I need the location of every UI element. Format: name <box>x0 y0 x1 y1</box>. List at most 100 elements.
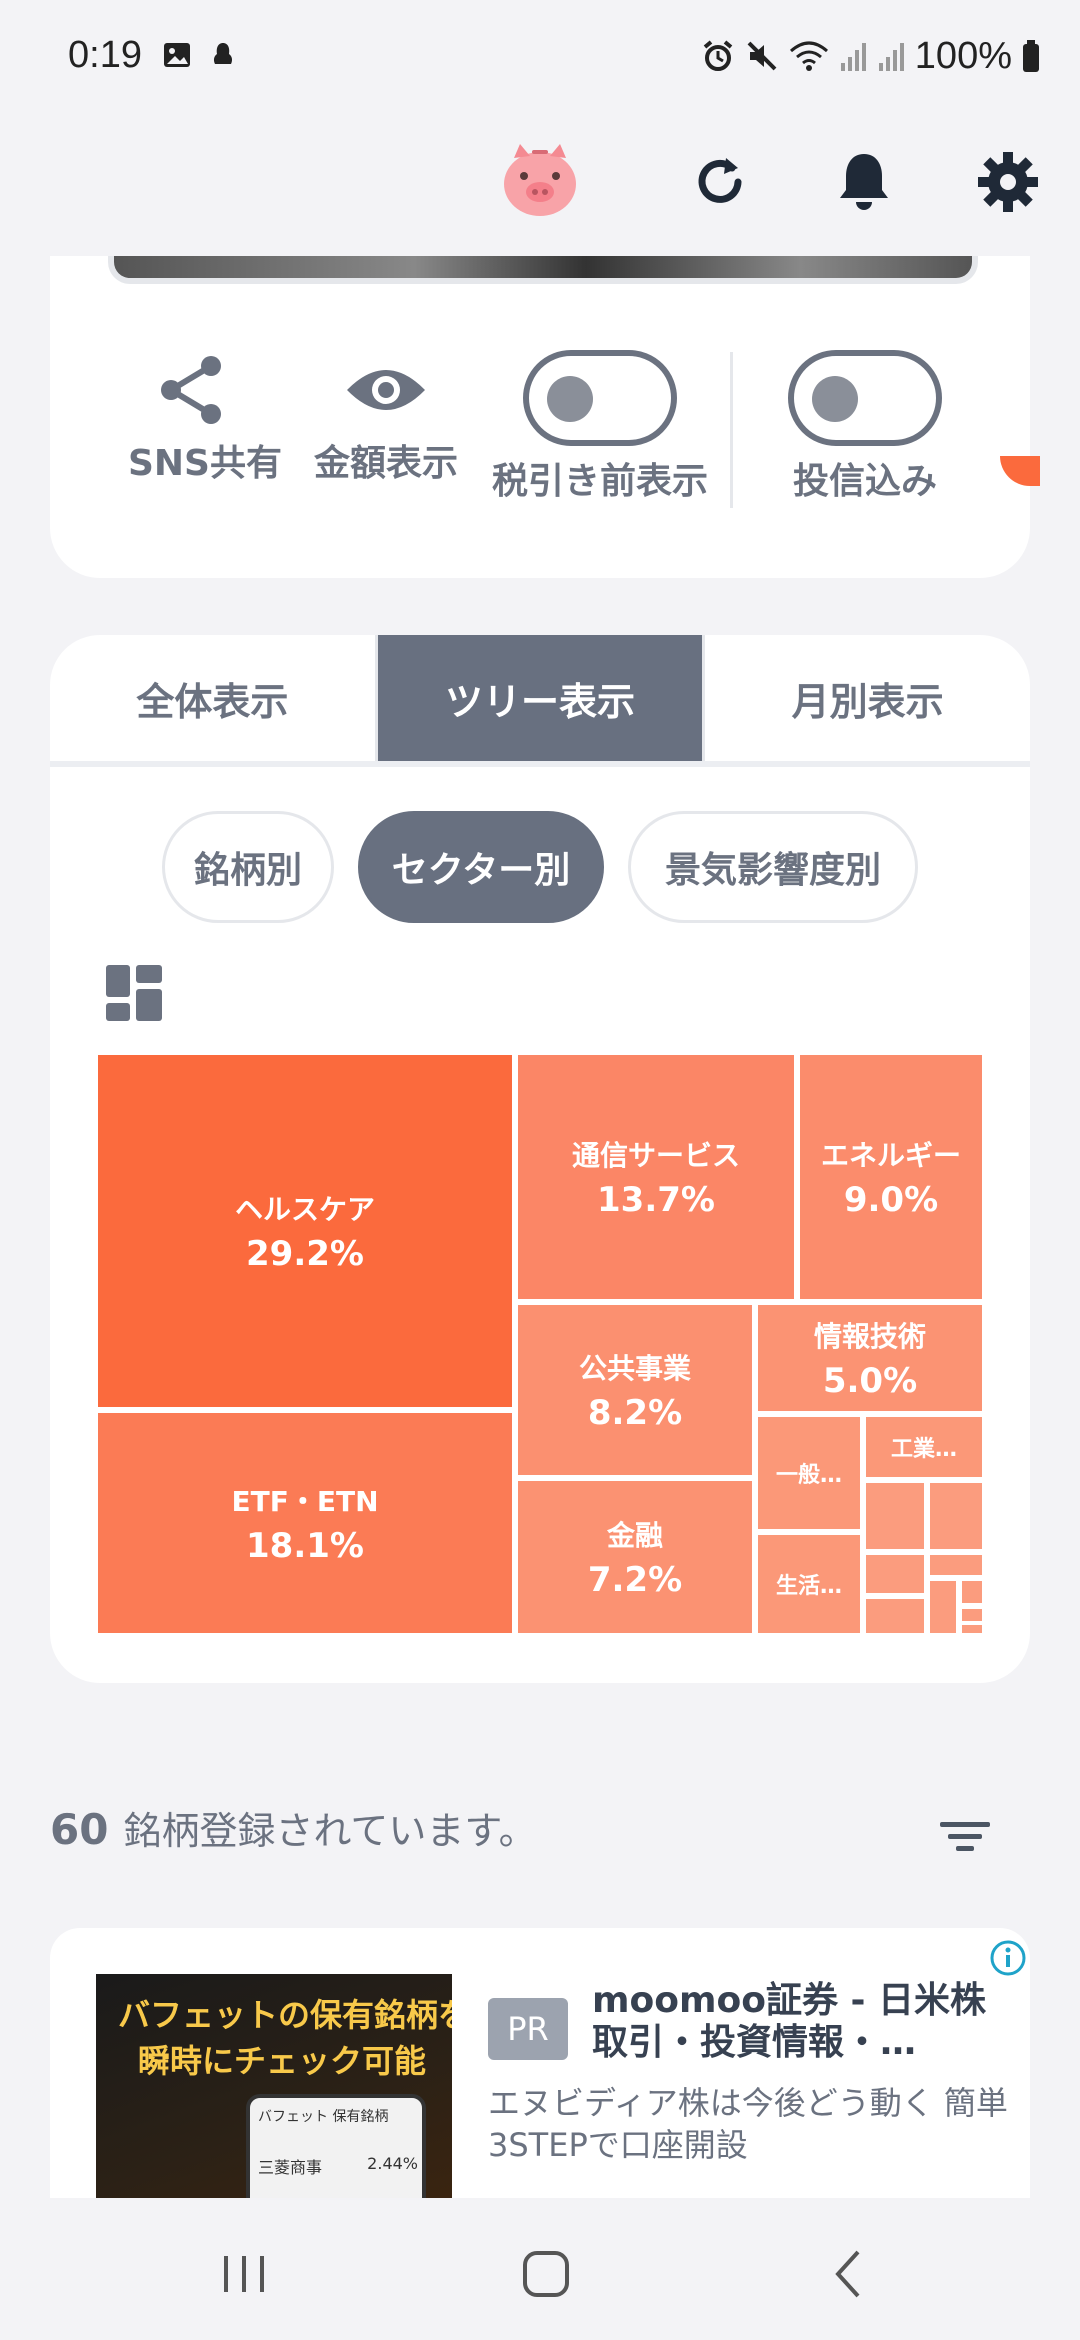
sort-filter-button[interactable] <box>930 1800 1000 1870</box>
treemap-cell[interactable]: 生活… <box>758 1535 860 1633</box>
corner-accent <box>1000 456 1040 486</box>
cell-name: 工業… <box>890 1437 957 1462</box>
battery-icon <box>1023 40 1039 72</box>
cell-name: エネルギー <box>820 1139 961 1172</box>
piggy-bank-icon <box>504 144 576 216</box>
notifications-button[interactable] <box>824 142 904 222</box>
sns-share-label: SNS共有 <box>128 443 282 484</box>
signal-icon <box>840 43 866 71</box>
recents-button[interactable] <box>204 2234 284 2314</box>
recents-icon <box>224 2256 264 2292</box>
toggle-knob <box>547 376 593 422</box>
treemap-cell[interactable]: 通信サービス 13.7% <box>518 1055 794 1299</box>
treemap-cell-small[interactable] <box>930 1555 982 1575</box>
tab-tree[interactable]: ツリー表示 <box>374 635 703 761</box>
pill-by-stock[interactable]: 銘柄別 <box>162 811 334 923</box>
ad-phone-stock: 三菱商事 <box>258 2158 323 2177</box>
home-icon <box>523 2251 569 2297</box>
treemap-cell[interactable]: 情報技術 5.0% <box>758 1305 982 1411</box>
wifi-icon <box>789 41 828 71</box>
cell-name: 一般… <box>775 1463 842 1488</box>
treemap-cell-small[interactable] <box>962 1581 982 1603</box>
cell-percent: 7.2% <box>587 1560 683 1600</box>
signal-icon <box>878 43 904 71</box>
treemap-cell-small[interactable] <box>962 1625 982 1633</box>
gear-icon <box>978 152 1038 212</box>
treemap-cell[interactable]: ヘルスケア 29.2% <box>98 1055 512 1407</box>
ad-phone-title: バフェット 保有銘柄 <box>258 2109 389 2125</box>
back-button[interactable] <box>810 2234 890 2314</box>
alarm-icon <box>703 40 733 71</box>
cell-percent: 13.7% <box>597 1180 715 1220</box>
cell-percent: 18.1% <box>246 1526 364 1566</box>
treemap-cell[interactable]: ETF・ETN 18.1% <box>98 1413 512 1633</box>
holdings-count: 60 <box>50 1805 109 1854</box>
pill-by-economy[interactable]: 景気影響度別 <box>628 811 918 923</box>
treemap-cell-small[interactable] <box>962 1609 982 1621</box>
portfolio-card: 全体表示 ツリー表示 月別表示 銘柄別 セクター別 景気影響度別 ヘルスケア 2… <box>50 635 1030 1683</box>
view-tabs: 全体表示 ツリー表示 月別表示 <box>50 635 1030 767</box>
system-nav-bar <box>0 2198 1080 2340</box>
treemap-cell-small[interactable] <box>866 1483 924 1549</box>
gallery-icon <box>164 43 190 67</box>
treemap-cell-small[interactable] <box>930 1581 956 1633</box>
options-card: SNS共有 金額表示 税引き前表示 投信込み <box>50 200 1040 578</box>
treemap-cell[interactable]: 金融 7.2% <box>518 1481 752 1633</box>
holdings-count-text: 銘柄登録されています。 <box>123 1809 537 1853</box>
options-divider <box>730 352 733 508</box>
ad-image: バフェットの保有銘柄を 瞬時にチェック可能 バフェット 保有銘柄 三菱商事 2.… <box>96 1974 452 2198</box>
status-right: 100% <box>701 30 1040 82</box>
cell-name: ETF・ETN <box>231 1485 379 1518</box>
pre-tax-label: 税引き前表示 <box>491 461 708 502</box>
treemap-cell-small[interactable] <box>930 1483 982 1549</box>
tab-monthly[interactable]: 月別表示 <box>702 635 1030 761</box>
include-funds-toggle[interactable] <box>788 350 942 446</box>
treemap-cell[interactable]: エネルギー 9.0% <box>800 1055 982 1299</box>
cell-name: 公共事業 <box>578 1352 691 1385</box>
tab-overall[interactable]: 全体表示 <box>136 679 289 724</box>
include-funds-option[interactable]: 投信込み <box>780 350 950 504</box>
ad-banner[interactable]: バフェットの保有銘柄を 瞬時にチェック可能 バフェット 保有銘柄 三菱商事 2.… <box>50 1928 1030 2198</box>
back-icon <box>835 2250 860 2298</box>
treemap-cell[interactable]: 工業… <box>866 1417 982 1477</box>
cell-name: 生活… <box>775 1574 842 1599</box>
group-pills: 銘柄別 セクター別 景気影響度別 <box>50 811 1030 923</box>
cell-percent: 9.0% <box>843 1180 939 1220</box>
battery-percent: 100% <box>914 34 1012 77</box>
include-funds-label: 投信込み <box>792 461 937 502</box>
treemap-cell[interactable]: 公共事業 8.2% <box>518 1305 752 1475</box>
sns-share-option[interactable]: SNS共有 <box>128 350 282 486</box>
eye-icon <box>347 370 425 410</box>
cell-name: 金融 <box>606 1519 663 1552</box>
ad-phone-mockup: バフェット 保有銘柄 三菱商事 2.44% <box>246 2094 426 2198</box>
treemap-cell-small[interactable] <box>866 1599 924 1633</box>
ad-image-headline: バフェットの保有銘柄を <box>118 1996 452 2034</box>
pre-tax-option[interactable]: 税引き前表示 <box>480 350 720 504</box>
pill-by-sector[interactable]: セクター別 <box>358 811 604 923</box>
sector-treemap: ヘルスケア 29.2% ETF・ETN 18.1% 通信サービス 13.7% エ… <box>98 1055 982 1633</box>
cell-percent: 29.2% <box>246 1234 364 1274</box>
ad-title[interactable]: moomoo証券 - 日米株取引・投資情報・… <box>592 1980 986 2063</box>
pre-tax-toggle[interactable] <box>523 350 677 446</box>
ad-phone-row: 三菱商事 2.44% <box>258 2154 418 2178</box>
pr-badge: PR <box>488 1998 568 2060</box>
refresh-button[interactable] <box>680 142 760 222</box>
dashboard-icon[interactable] <box>106 965 162 1021</box>
mute-icon <box>747 41 777 71</box>
cell-percent: 8.2% <box>587 1393 683 1433</box>
holdings-count-row: 60 銘柄登録されています。 <box>50 1800 1030 1870</box>
ad-phone-value: 2.44% <box>367 2154 418 2173</box>
settings-button[interactable] <box>968 142 1048 222</box>
treemap-cell[interactable]: 一般… <box>758 1417 860 1529</box>
cell-percent: 5.0% <box>822 1361 918 1401</box>
share-icon <box>161 356 221 424</box>
bell-icon <box>840 154 888 210</box>
show-amount-option[interactable]: 金額表示 <box>306 350 466 486</box>
ad-image-subline: 瞬時にチェック可能 <box>138 2042 427 2080</box>
ad-info-icon[interactable] <box>986 1936 1030 1980</box>
show-amount-label: 金額表示 <box>313 443 458 484</box>
cell-name: 通信サービス <box>571 1139 740 1172</box>
home-button[interactable] <box>506 2234 586 2314</box>
status-bar: 0:19 100% <box>0 0 1080 112</box>
treemap-cell-small[interactable] <box>866 1555 924 1593</box>
